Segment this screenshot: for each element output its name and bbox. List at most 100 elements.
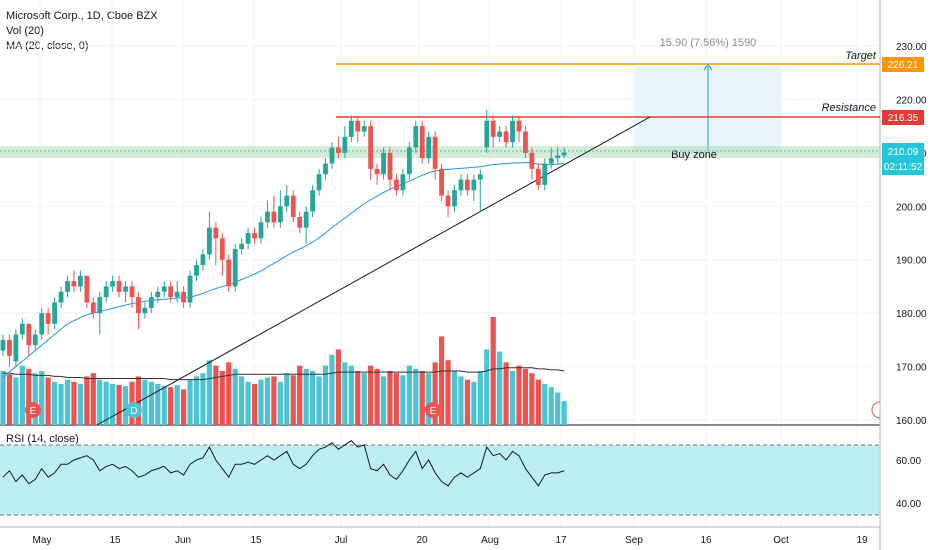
- candle-body: [187, 275, 193, 303]
- candle-body: [516, 120, 522, 132]
- volume-bar: [284, 373, 290, 425]
- candle-body: [45, 313, 51, 324]
- candle-body: [303, 211, 309, 228]
- candle-body: [0, 339, 6, 351]
- candle-body: [265, 211, 270, 223]
- symbol-title[interactable]: Microsoft Corp., 1D, Cboe BZX: [6, 10, 158, 22]
- rsi-indicator-label[interactable]: RSI (14, close): [6, 433, 79, 445]
- volume-bar: [90, 373, 96, 425]
- candle-body: [368, 126, 374, 169]
- volume-bar: [355, 371, 361, 425]
- volume-bar: [64, 379, 71, 425]
- candle-body: [413, 126, 419, 148]
- volume-bar: [13, 377, 19, 425]
- candle-body: [503, 131, 509, 143]
- svg-text:02:11:52: 02:11:52: [884, 162, 923, 173]
- dividend-marker[interactable]: D: [126, 402, 142, 418]
- candle-body: [123, 286, 128, 292]
- candle-body: [226, 259, 232, 287]
- time-tick-label: Jul: [335, 535, 348, 546]
- candle-body: [471, 179, 477, 191]
- volume-bar: [348, 365, 354, 425]
- candle-body: [555, 155, 561, 159]
- price-tick-label: 230.00: [896, 42, 927, 53]
- price-axis[interactable]: 230.00220.00210.00200.00190.00180.00170.…: [896, 42, 927, 427]
- resistance-label: Resistance: [822, 102, 876, 114]
- volume-bar: [271, 376, 277, 425]
- volume-bar: [135, 376, 142, 425]
- time-tick-label: Oct: [773, 535, 789, 546]
- candle-body: [232, 249, 238, 287]
- volume-bar: [432, 362, 438, 425]
- volume-bar: [245, 381, 251, 425]
- volume-bar: [0, 371, 6, 425]
- volume-bar: [445, 360, 451, 425]
- target-price-tag: 226.21: [882, 57, 924, 72]
- volume-bar: [477, 371, 483, 425]
- volume-bar: [310, 371, 316, 425]
- candle-body: [277, 206, 283, 223]
- svg-text:E: E: [30, 406, 37, 417]
- candle-body: [400, 174, 406, 191]
- volume-bar: [542, 383, 548, 425]
- volume-bar: [39, 371, 45, 425]
- ma20-line: [2, 161, 565, 378]
- volume-bar: [342, 362, 348, 425]
- volume-bar: [303, 368, 309, 425]
- candle-body: [490, 120, 496, 137]
- candle-body: [155, 291, 161, 298]
- upcoming-event-marker[interactable]: [871, 401, 881, 419]
- volume-bar: [316, 376, 322, 425]
- candle-body: [510, 120, 515, 143]
- candle-body: [523, 131, 528, 153]
- time-tick-label: 15: [109, 535, 121, 546]
- volume-bar: [484, 349, 490, 425]
- earnings-marker[interactable]: E: [425, 402, 441, 418]
- time-tick-label: 17: [555, 535, 567, 546]
- trendline[interactable]: [96, 116, 651, 426]
- earnings-marker[interactable]: E: [25, 402, 41, 418]
- svg-text:210.09: 210.09: [888, 147, 919, 158]
- candles: [0, 110, 567, 367]
- candle-body: [245, 233, 251, 244]
- candle-body: [477, 174, 483, 180]
- candle-body: [200, 254, 206, 266]
- candle-body: [497, 131, 503, 137]
- svg-text:216.35: 216.35: [888, 113, 919, 124]
- volume-bar: [19, 365, 25, 425]
- candle-body: [103, 286, 109, 298]
- time-axis[interactable]: May 15 Jun 15 Jul 20 Aug 17 Sep 16 Oct 19: [33, 535, 868, 546]
- volume-bar: [142, 379, 148, 425]
- volume-bar: [335, 349, 341, 425]
- candle-body: [39, 313, 45, 335]
- volume-bar: [26, 368, 32, 425]
- time-tick-label: Sep: [625, 535, 643, 546]
- candle-body: [484, 120, 490, 148]
- candle-body: [329, 147, 335, 164]
- volume-bar: [361, 373, 367, 425]
- price-tick-label: 220.00: [896, 95, 927, 106]
- buy-zone[interactable]: [0, 146, 880, 158]
- volume-bar: [161, 386, 167, 425]
- volume-bar: [174, 385, 180, 425]
- volume-bar: [168, 387, 174, 425]
- rsi-axis[interactable]: 60.00 40.00: [896, 456, 921, 510]
- rsi-tick-label: 40.00: [896, 499, 921, 510]
- volume-bar: [406, 365, 412, 425]
- candle-body: [181, 291, 186, 303]
- volume-bar: [200, 373, 206, 425]
- volume-bar: [503, 362, 509, 425]
- candle-body: [561, 152, 567, 156]
- volume-bar: [413, 368, 419, 425]
- volume-bar: [297, 365, 303, 425]
- candle-body: [271, 211, 277, 223]
- volume-bar: [122, 386, 129, 425]
- volume-bar: [400, 375, 406, 425]
- volume-bar: [322, 365, 329, 425]
- current-price-tag: 210.09 02:11:52: [882, 143, 924, 175]
- candle-body: [374, 168, 380, 175]
- volume-bar: [58, 383, 64, 425]
- candle-body: [406, 147, 412, 175]
- volume-indicator-label[interactable]: Vol (20): [6, 25, 44, 37]
